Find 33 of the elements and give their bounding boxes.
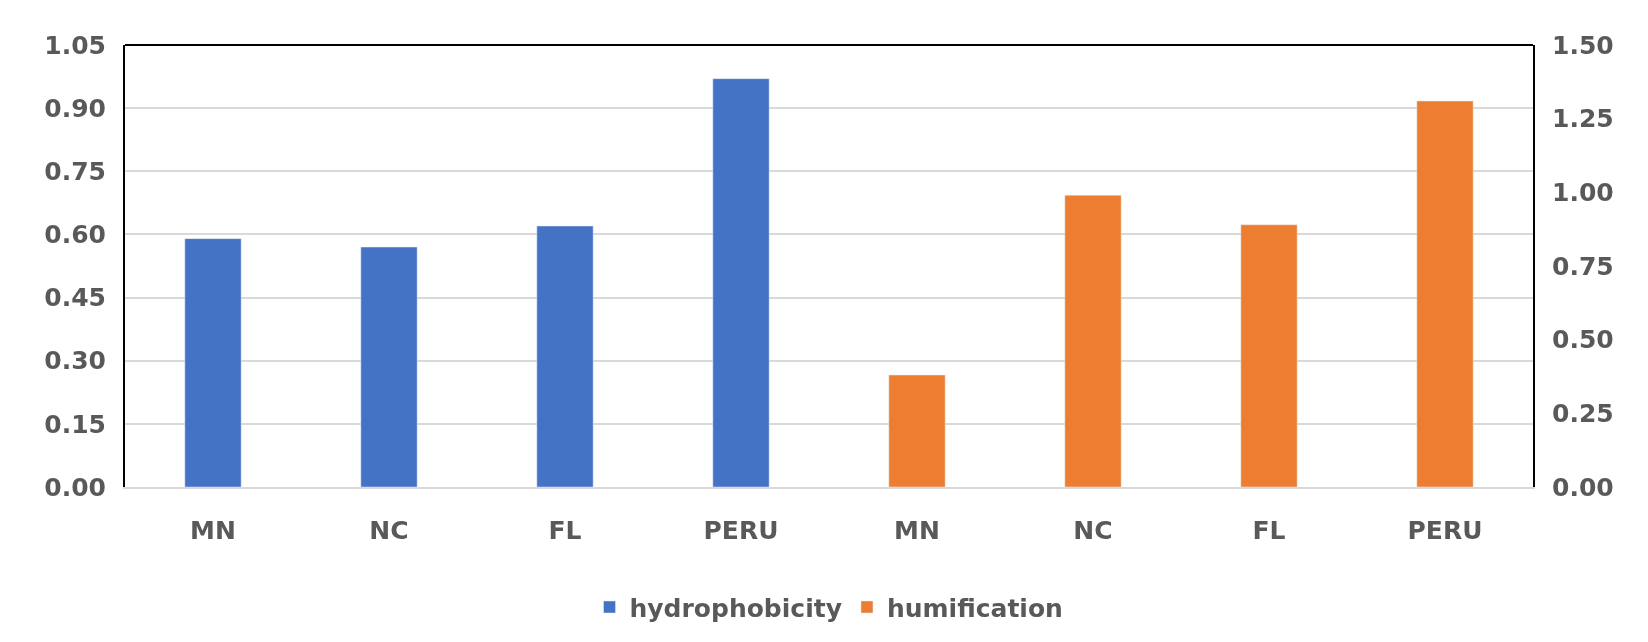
x-tick-label: NC [1073,516,1113,545]
y-tick-label: 0.45 [44,283,106,313]
y2-tick-label: 1.50 [1552,30,1614,60]
x-tick-label: MN [894,516,940,545]
x-tick-label: NC [369,516,409,545]
y2-tick-label: 0.50 [1552,325,1614,355]
y-tick-label: 0.60 [44,220,106,250]
bar [888,374,946,487]
x-tick-label: PERU [1407,516,1483,545]
bar [1240,224,1298,487]
y2-tick-label: 0.00 [1552,472,1614,502]
x-tick-label: FL [548,516,582,545]
bar [712,78,770,487]
y2-tick-label: 1.25 [1552,104,1614,134]
bar [1064,195,1122,487]
y2-tick-label: 0.75 [1552,251,1614,281]
bar [360,246,418,487]
y2-tick-label: 0.25 [1552,399,1614,429]
bar [1416,100,1474,487]
bar [184,238,242,487]
y-tick-label: 0.75 [44,157,106,187]
y-tick-label: 0.15 [44,409,106,439]
y2-tick-label: 1.00 [1552,178,1614,208]
x-tick-label: MN [190,516,236,545]
y-tick-label: 1.05 [44,30,106,60]
bar [536,225,594,487]
x-tick-label: FL [1252,516,1286,545]
y-tick-label: 0.30 [44,346,106,376]
y-tick-label: 0.00 [44,472,106,502]
y-tick-label: 0.90 [44,93,106,123]
legend-label: hydrophobicity [629,593,842,623]
x-tick-label: PERU [703,516,779,545]
legend-label: humification [886,593,1063,623]
